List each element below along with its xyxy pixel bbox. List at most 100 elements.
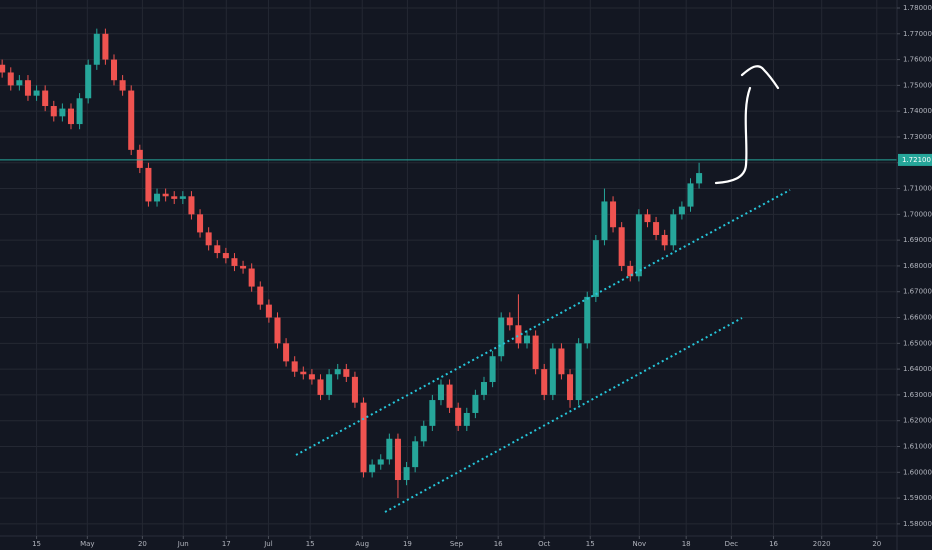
candle-body (420, 425, 427, 442)
y-tick-label: 1.62000 (903, 417, 932, 425)
candle-body (93, 33, 100, 65)
candle-body (145, 167, 152, 202)
candle-body (437, 384, 444, 401)
x-tick-label: 15 (32, 540, 41, 548)
x-tick-label: Dec (725, 540, 739, 548)
candle-body (59, 108, 66, 117)
trend-line (295, 189, 791, 456)
x-tick-label: Oct (538, 540, 550, 548)
candle-body (274, 317, 281, 344)
x-tick-label: 15 (586, 540, 595, 548)
x-tick-label: 20 (138, 540, 147, 548)
y-tick-label: 1.71000 (903, 185, 932, 193)
candle-body (369, 464, 376, 473)
candle-body (291, 361, 298, 372)
x-tick-label: Aug (355, 540, 369, 548)
candle-body (257, 286, 264, 305)
axes: 1.58000 1.59000 1.60000 1.61000 1.62000 1.630… (32, 4, 932, 548)
candle-body (308, 374, 315, 380)
candle-body (489, 356, 496, 383)
candle-body (575, 343, 582, 401)
candle-body (197, 214, 204, 233)
candle-body (524, 335, 531, 344)
candle-body (85, 64, 92, 99)
candle-body (549, 348, 556, 395)
candle-body (541, 369, 548, 395)
candle-body (33, 90, 40, 96)
candle-body (222, 253, 229, 259)
candle-body (403, 467, 410, 481)
candle-body (154, 193, 161, 202)
candle-body (446, 384, 453, 408)
candle-body (351, 376, 358, 403)
y-tick-label: 1.64000 (903, 365, 932, 373)
candle-body (696, 173, 703, 184)
candle-body (265, 304, 272, 318)
candle-body (240, 265, 247, 269)
candle-body (532, 335, 539, 370)
candles (0, 28, 897, 499)
candle-body (480, 382, 488, 395)
candle-body (248, 268, 255, 287)
y-tick-label: 1.77000 (903, 30, 932, 38)
candle-body (136, 149, 143, 168)
candle-body (394, 438, 401, 481)
candle-body (412, 441, 419, 468)
candle-body (110, 59, 118, 81)
y-tick-label: 1.58000 (903, 520, 932, 528)
candle-body (283, 343, 290, 362)
candle-body (661, 234, 668, 246)
candle-body (498, 317, 505, 357)
x-tick-label: 18 (682, 540, 691, 548)
candle-body (300, 371, 307, 375)
x-tick-label: Nov (632, 540, 646, 548)
x-tick-label: Sep (450, 540, 464, 548)
y-tick-label: 1.61000 (903, 442, 932, 450)
y-tick-label: 1.60000 (903, 468, 932, 476)
x-tick-label: 19 (403, 540, 412, 548)
x-tick-label: 2020 (813, 540, 831, 548)
candle-body (687, 183, 694, 207)
candle-body (627, 265, 634, 277)
y-tick-label: 1.66000 (903, 314, 932, 322)
candle-body (386, 438, 393, 460)
candle-body (506, 317, 513, 326)
x-tick-label: 15 (306, 540, 315, 548)
x-tick-label: 17 (222, 540, 231, 548)
candle-body (610, 201, 617, 228)
y-tick-label: 1.67000 (903, 288, 932, 296)
hand-drawn-arrow (714, 65, 780, 185)
candle-body (50, 106, 57, 117)
candle-body (653, 222, 660, 235)
y-tick-label: 1.69000 (903, 236, 932, 244)
x-tick-label: 16 (494, 540, 503, 548)
candle-body (618, 227, 625, 266)
candle-body (317, 379, 324, 395)
y-tick-label: 1.68000 (903, 262, 932, 270)
candle-body (16, 80, 23, 86)
y-tick-label: 1.74000 (903, 107, 932, 115)
candle-body (128, 90, 135, 150)
candle-body (76, 98, 83, 125)
x-tick-label: Jun (177, 540, 189, 548)
y-tick-label: 1.70000 (903, 210, 932, 218)
candle-body (326, 374, 333, 395)
candle-body (472, 394, 479, 413)
candle-body (644, 214, 651, 223)
candle-body (334, 369, 341, 375)
candle-body (42, 90, 49, 107)
current-price-label: 1.72100 (902, 156, 931, 164)
candle-body (188, 196, 195, 215)
candle-body (429, 400, 436, 426)
candle-body (162, 193, 169, 197)
y-tick-label: 1.63000 (903, 391, 932, 399)
x-tick-label: May (80, 540, 94, 548)
y-tick-label: 1.76000 (903, 56, 932, 64)
candle-body (455, 407, 462, 426)
y-tick-label: 1.59000 (903, 494, 932, 502)
candle-body (360, 402, 367, 473)
candle-body (601, 201, 608, 241)
candle-body (214, 245, 221, 254)
